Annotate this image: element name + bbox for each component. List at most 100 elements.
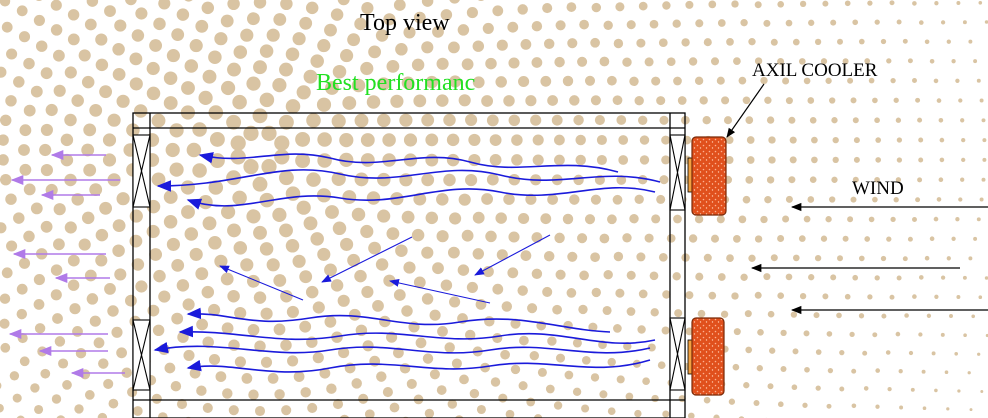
halftone-dot <box>307 402 318 413</box>
halftone-dot <box>403 261 416 274</box>
halftone-dot <box>146 86 161 101</box>
halftone-dot <box>432 262 444 275</box>
halftone-dot <box>413 11 426 24</box>
halftone-dot <box>863 386 869 391</box>
halftone-dot <box>745 346 753 354</box>
halftone-dot <box>316 188 332 203</box>
halftone-dot <box>149 248 163 261</box>
halftone-dot <box>764 196 772 204</box>
halftone-dot <box>316 97 332 112</box>
halftone-dot <box>918 275 924 280</box>
halftone-dot <box>615 288 625 298</box>
halftone-dot <box>657 361 666 370</box>
halftone-dot <box>547 95 558 106</box>
halftone-dot <box>725 155 734 165</box>
cooler-pointer <box>726 83 765 138</box>
halftone-dot <box>658 38 668 48</box>
exhaust-fan-left-bottom <box>132 319 151 391</box>
halftone-dot <box>874 19 880 25</box>
halftone-dot <box>562 75 574 87</box>
halftone-dot <box>885 350 891 355</box>
halftone-dot <box>820 235 828 242</box>
halftone-dot <box>853 156 860 163</box>
halftone-dot <box>40 123 53 136</box>
halftone-dot <box>317 247 331 261</box>
halftone-dot <box>317 39 331 53</box>
halftone-dot <box>169 123 184 138</box>
halftone-dot <box>436 57 449 70</box>
halftone-dot <box>842 235 849 242</box>
halftone-dot <box>844 293 851 300</box>
halftone-dot <box>253 225 267 240</box>
halftone-dot <box>738 215 747 224</box>
halftone-dot <box>399 363 411 374</box>
halftone-dot <box>458 193 471 206</box>
halftone-dot <box>777 401 784 408</box>
halftone-dot <box>78 238 91 251</box>
halftone-dot <box>382 153 396 167</box>
halftone-dot <box>198 90 213 105</box>
exhaust-arrows <box>8 149 125 379</box>
halftone-dot <box>525 95 537 107</box>
halftone-dot <box>815 385 821 391</box>
halftone-dot <box>280 289 293 303</box>
halftone-dot <box>108 398 119 409</box>
halftone-dot <box>23 230 35 243</box>
halftone-dot <box>151 113 166 128</box>
halftone-dot <box>466 7 478 19</box>
halftone-dot <box>984 20 988 24</box>
halftone-dot <box>360 133 375 147</box>
halftone-dot <box>890 77 896 84</box>
halftone-dot <box>293 371 305 382</box>
halftone-dot <box>377 77 391 91</box>
halftone-dot <box>594 115 605 126</box>
halftone-dot <box>89 315 101 327</box>
halftone-dot <box>710 57 720 66</box>
halftone-dot <box>844 0 851 7</box>
halftone-dot <box>33 299 45 310</box>
halftone-dot <box>429 309 441 321</box>
halftone-dot <box>386 59 400 73</box>
halftone-dot <box>518 212 530 225</box>
halftone-dot <box>281 405 292 416</box>
halftone-dot <box>540 213 552 225</box>
halftone-dot <box>260 307 273 320</box>
halftone-dot <box>626 20 636 30</box>
halftone-dot <box>822 293 829 300</box>
halftone-dot <box>369 355 381 367</box>
halftone-dot <box>406 378 417 389</box>
halftone-dot <box>649 271 659 281</box>
halftone-dot <box>607 357 616 367</box>
halftone-dot <box>1 267 13 279</box>
halftone-dot <box>240 28 254 42</box>
halftone-dot <box>287 355 299 367</box>
halftone-dot <box>230 135 246 151</box>
halftone-dot <box>703 396 711 404</box>
halftone-dot <box>708 0 717 9</box>
halftone-dot <box>389 402 400 413</box>
cooler-label: AXIL COOLER <box>752 60 878 81</box>
halftone-dot <box>121 367 132 378</box>
halftone-dot <box>508 114 521 127</box>
halftone-dot <box>299 320 312 333</box>
halftone-dot <box>760 215 768 224</box>
halftone-dot <box>694 76 704 85</box>
halftone-dot <box>375 29 389 42</box>
halftone-dot <box>720 310 729 318</box>
halftone-dot <box>285 239 300 253</box>
halftone-dot <box>666 233 676 243</box>
halftone-dot <box>542 286 553 297</box>
halftone-dot <box>626 307 636 316</box>
halftone-dot <box>731 292 739 300</box>
halftone-dot <box>246 76 261 91</box>
halftone-dot <box>230 149 246 165</box>
halftone-dot <box>893 197 899 203</box>
halftone-dot <box>510 364 521 375</box>
halftone-dot <box>112 219 126 233</box>
halftone-dot <box>464 329 476 341</box>
halftone-dot <box>760 76 768 85</box>
halftone-dot <box>192 163 207 178</box>
halftone-dot <box>596 154 607 166</box>
halftone-dot <box>152 324 165 337</box>
halftone-dot <box>677 96 687 105</box>
